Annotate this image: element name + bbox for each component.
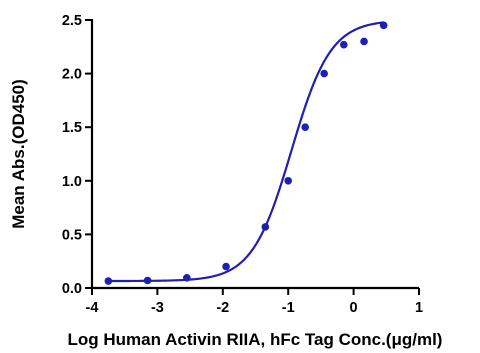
y-tick-label: 2.0 [62, 67, 82, 83]
y-tick-label: 2.5 [62, 13, 82, 29]
data-point [339, 40, 348, 49]
x-tick-label: 0 [350, 300, 358, 316]
data-point [284, 177, 293, 185]
data-point [301, 123, 310, 131]
x-tick-label: -1 [282, 300, 295, 316]
data-point [222, 262, 230, 271]
data-points [104, 21, 388, 285]
axes [90, 19, 419, 290]
y-tick-label: 1.0 [62, 174, 82, 190]
data-point [261, 223, 270, 231]
data-point [143, 276, 152, 285]
y-tick-label: 1.5 [62, 120, 82, 136]
x-tick-label: -4 [86, 300, 99, 316]
data-point [104, 277, 113, 285]
x-axis-label: Log Human Activin RIIA, hFc Tag Conc.(μg… [68, 330, 443, 349]
ticks [85, 19, 420, 295]
y-axis-label: Mean Abs.(OD450) [9, 79, 28, 229]
fit-curve [108, 21, 384, 283]
data-point [183, 274, 191, 282]
data-point [360, 37, 368, 46]
x-tick-label: -2 [216, 300, 229, 316]
x-tick-label: 1 [415, 300, 423, 316]
y-tick-label: 0.5 [62, 227, 82, 243]
data-point [320, 69, 328, 78]
data-point [379, 21, 388, 30]
x-tick-label: -3 [151, 300, 164, 316]
tick-labels: -4 -3 -2 -1 0 1 0.0 0.5 1.0 1.5 2.0 2.5 [62, 13, 423, 316]
y-tick-label: 0.0 [62, 281, 82, 297]
